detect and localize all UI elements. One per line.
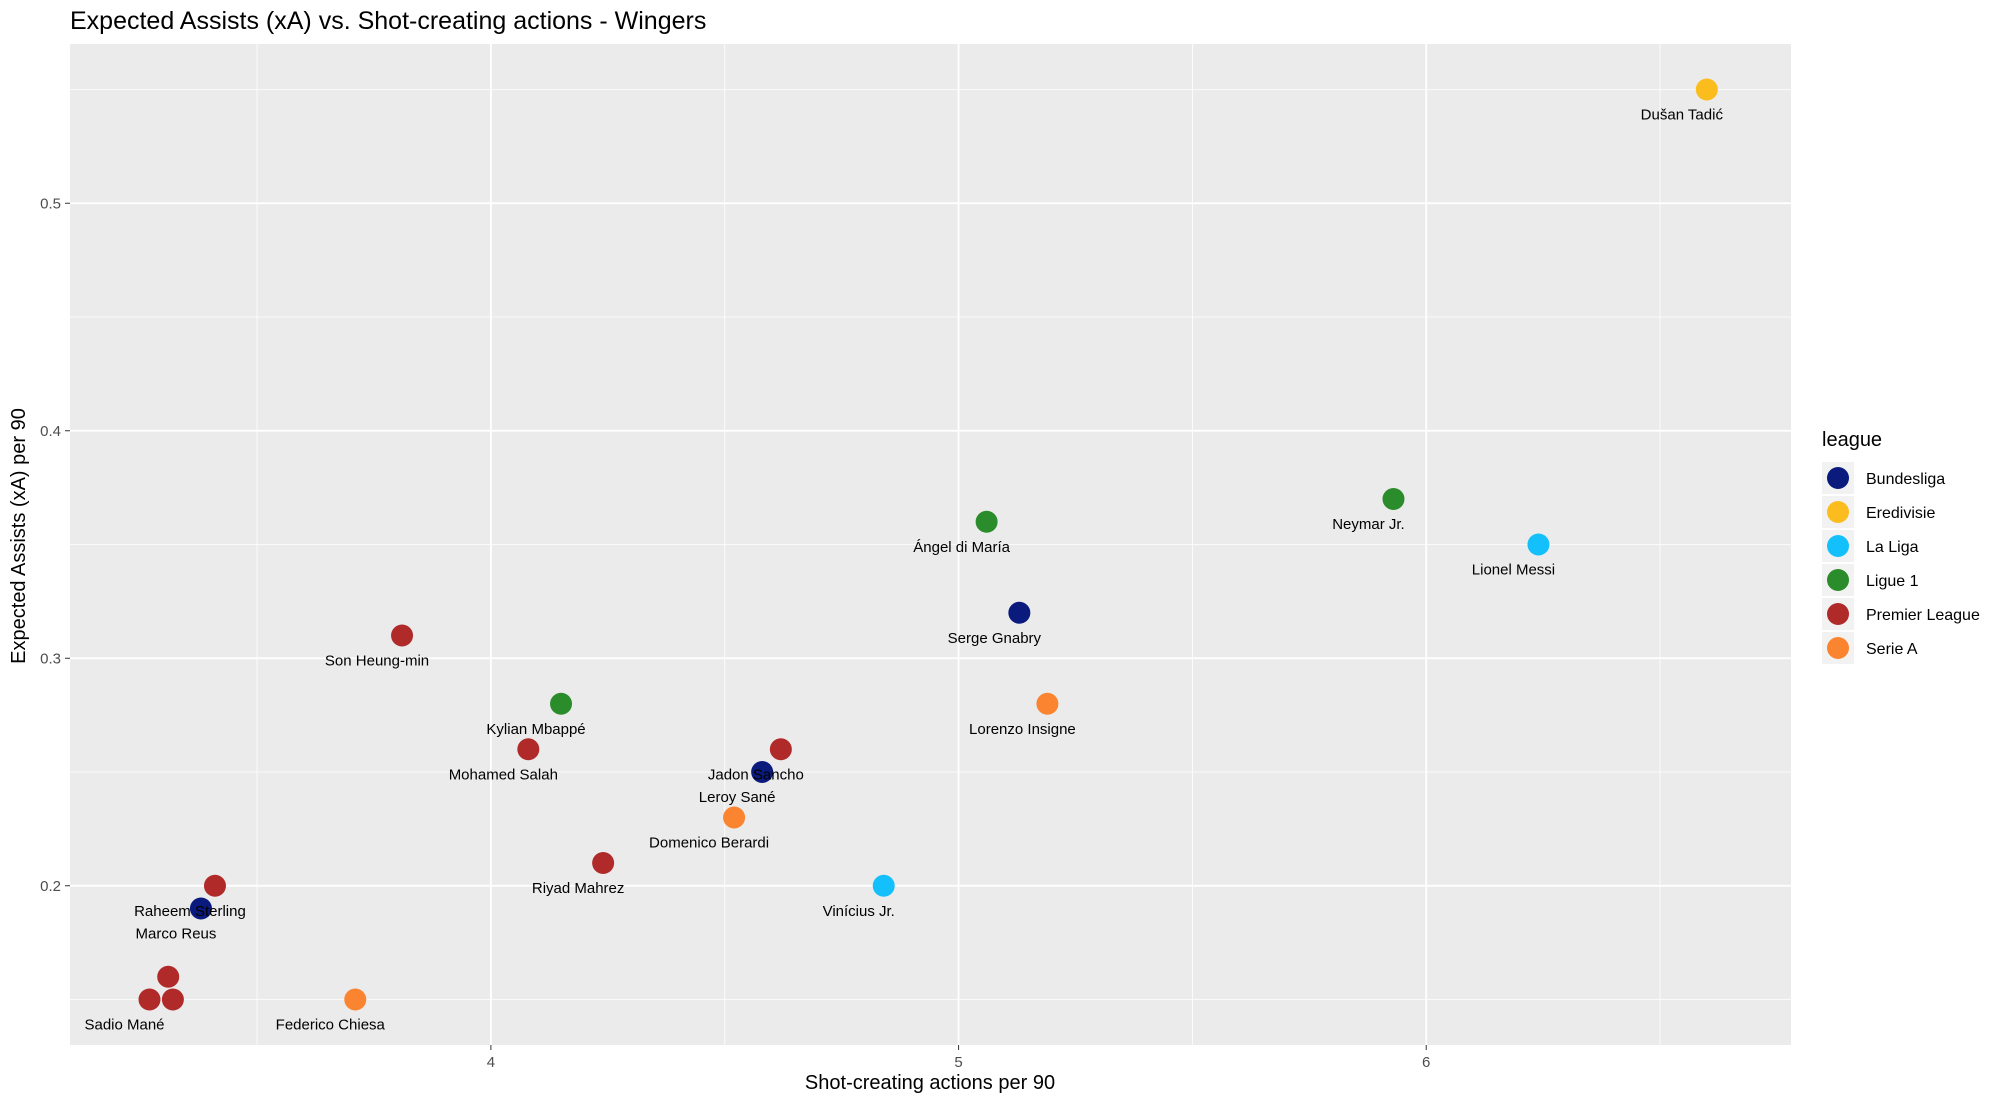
legend-label: Serie A bbox=[1866, 641, 1918, 658]
legend-key bbox=[1827, 467, 1849, 489]
y-tick-label: 0.5 bbox=[40, 195, 61, 212]
legend: league Bundesliga Eredivisie La Liga Ligue … bbox=[1822, 429, 1980, 664]
legend-label: Premier League bbox=[1866, 607, 1980, 624]
point-label: Lionel Messi bbox=[1472, 562, 1555, 579]
point-label: Raheem Sterling bbox=[134, 903, 246, 920]
legend-key bbox=[1827, 501, 1849, 523]
legend-label: Ligue 1 bbox=[1866, 573, 1919, 590]
data-point bbox=[592, 852, 615, 874]
data-point bbox=[751, 761, 774, 783]
point-label: Sadio Mané bbox=[84, 1017, 164, 1034]
x-tick-label: 4 bbox=[487, 1054, 495, 1071]
x-tick-label: 5 bbox=[954, 1054, 962, 1071]
point-label: Dušan Tadić bbox=[1641, 107, 1724, 124]
point-label: Marco Reus bbox=[136, 926, 217, 943]
y-tick-label: 0.4 bbox=[40, 423, 61, 440]
y-tick-label: 0.3 bbox=[40, 650, 61, 667]
chart-title: Expected Assists (xA) vs. Shot-creating … bbox=[70, 7, 706, 35]
point-label: Leroy Sané bbox=[699, 789, 776, 806]
point-label: Serge Gnabry bbox=[948, 630, 1042, 647]
x-axis-title: Shot-creating actions per 90 bbox=[805, 1072, 1055, 1094]
legend-key bbox=[1827, 535, 1849, 557]
point-label: Riyad Mahrez bbox=[532, 880, 625, 897]
legend-label: Bundesliga bbox=[1866, 471, 1945, 488]
data-point bbox=[1382, 488, 1405, 510]
data-point bbox=[189, 897, 212, 920]
x-tick-label: 6 bbox=[1422, 1054, 1430, 1071]
data-point bbox=[138, 988, 161, 1011]
legend-title: league bbox=[1822, 429, 1882, 451]
data-point bbox=[391, 624, 414, 647]
data-point bbox=[157, 965, 180, 988]
point-label: Jadon Sancho bbox=[708, 766, 804, 783]
legend-entries: Bundesliga Eredivisie La Liga Ligue 1 Premie… bbox=[1822, 462, 1980, 664]
point-label: Son Heung-min bbox=[325, 653, 429, 670]
y-tick-label: 0.2 bbox=[40, 878, 61, 895]
y-axis-ticks: 0.2 0.3 0.4 0.5 bbox=[40, 195, 70, 895]
data-point bbox=[769, 738, 792, 761]
point-label: Domenico Berardi bbox=[649, 835, 769, 852]
grid-major bbox=[70, 44, 1791, 1045]
data-point bbox=[723, 806, 746, 829]
data-point bbox=[1695, 78, 1718, 101]
data-point bbox=[975, 510, 998, 533]
point-label: Federico Chiesa bbox=[276, 1017, 386, 1034]
data-point bbox=[1008, 601, 1031, 624]
data-point bbox=[550, 692, 573, 715]
grid-minor bbox=[70, 44, 1791, 1045]
data-point bbox=[872, 874, 895, 897]
legend-label: Eredivisie bbox=[1866, 505, 1935, 522]
point-labels: Dušan Tadić Neymar Jr. Lionel Messi Ángel d… bbox=[84, 107, 1723, 1034]
data-point bbox=[161, 988, 184, 1011]
point-label: Ángel di María bbox=[913, 539, 1010, 556]
data-points bbox=[138, 78, 1718, 1011]
legend-key bbox=[1827, 637, 1849, 659]
data-point bbox=[1527, 533, 1550, 556]
point-label: Mohamed Salah bbox=[449, 766, 558, 783]
point-label: Neymar Jr. bbox=[1332, 516, 1405, 533]
data-point bbox=[203, 874, 226, 897]
data-point bbox=[1036, 692, 1059, 715]
y-axis-title: Expected Assists (xA) per 90 bbox=[8, 408, 30, 664]
data-point bbox=[517, 738, 540, 761]
point-label: Kylian Mbappé bbox=[486, 721, 585, 738]
data-point bbox=[344, 988, 367, 1011]
legend-key bbox=[1827, 569, 1849, 591]
legend-key bbox=[1827, 603, 1849, 625]
point-label: Vinícius Jr. bbox=[823, 903, 895, 920]
x-axis-ticks: 4 5 6 bbox=[487, 1045, 1430, 1071]
legend-label: La Liga bbox=[1866, 539, 1919, 556]
point-label: Lorenzo Insigne bbox=[969, 721, 1076, 738]
